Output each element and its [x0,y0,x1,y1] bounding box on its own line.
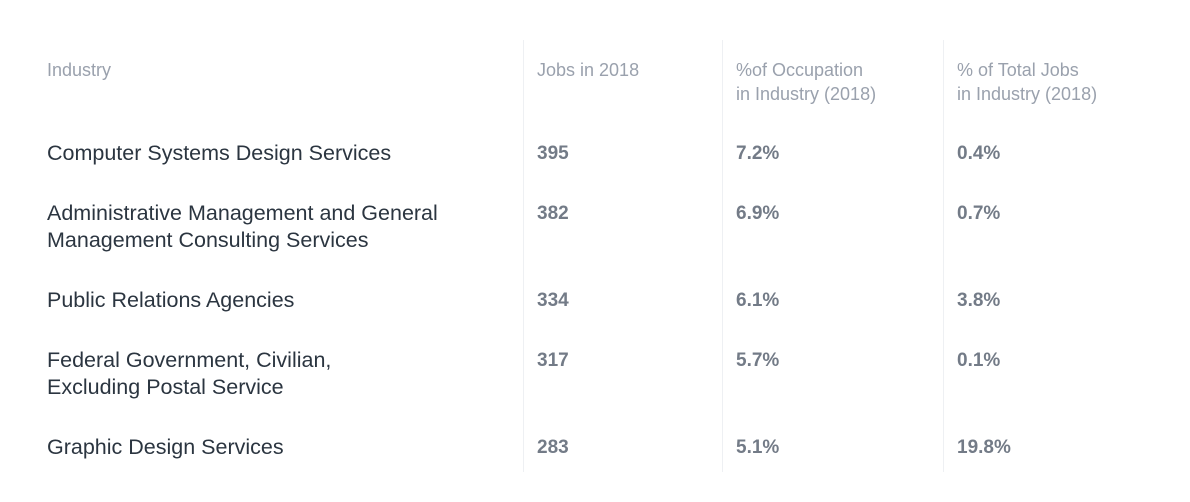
table-row-pct-occupation: 6.9% [736,203,780,224]
table-row-industry: Computer Systems Design Services [47,141,392,165]
table-row-industry: Federal Government, Civilian, Excluding … [47,348,332,399]
table-row-pct-occupation: 6.1% [736,290,780,311]
table-row-jobs: 395 [537,143,569,164]
table-row-industry: Public Relations Agencies [47,288,295,312]
header-jobs-2018: Jobs in 2018 [537,60,640,80]
table-row-pct-occupation: 5.7% [736,350,780,371]
table-row-industry: Graphic Design Services [47,435,284,459]
table-row-pct-occupation: 7.2% [736,143,780,164]
table-row-pct-occupation: 5.1% [736,437,780,458]
header-pct-total-jobs: % of Total Jobs in Industry (2018) [957,60,1098,104]
table-row-pct-total: 0.1% [957,350,1001,371]
column-divider-1 [523,40,524,472]
table-row-jobs: 317 [537,350,569,371]
table-row-pct-total: 19.8% [957,437,1011,458]
table-row-jobs: 283 [537,437,569,458]
table-row-pct-total: 0.7% [957,203,1001,224]
table-row-industry: Administrative Management and General Ma… [47,201,438,252]
table-row-jobs: 382 [537,203,569,224]
table-row-pct-total: 3.8% [957,290,1001,311]
column-divider-3 [943,40,944,472]
header-pct-occupation: %of Occupation in Industry (2018) [736,60,877,104]
table-row-jobs: 334 [537,290,569,311]
header-industry: Industry [47,60,112,80]
column-divider-2 [722,40,723,472]
table-row-pct-total: 0.4% [957,143,1001,164]
